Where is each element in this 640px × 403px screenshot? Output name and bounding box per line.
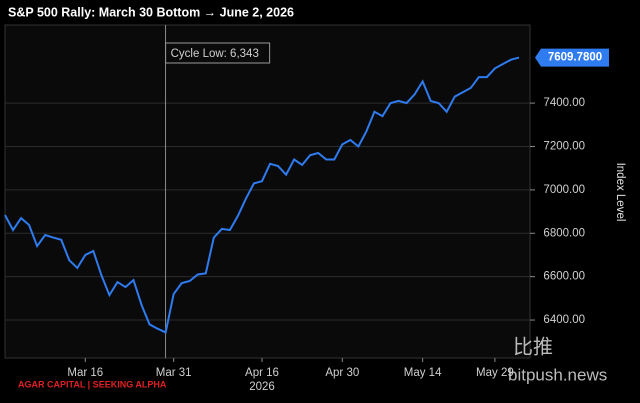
y-tick-label: 6400.00 (543, 314, 585, 326)
plot-area (4, 24, 531, 359)
y-tick-label: 6800.00 (543, 227, 585, 239)
y-tick-label: 6600.00 (543, 271, 585, 283)
year-label: 2026 (249, 381, 275, 393)
value-label: 7609.7800 (548, 52, 602, 64)
line (4, 56, 520, 334)
annotation-box (165, 42, 271, 64)
x-tick-label: Apr 16 (245, 367, 279, 379)
watermark-en: bitpush.news (508, 365, 607, 384)
value-label-box (535, 48, 609, 67)
x-tick-label: Apr 30 (325, 367, 359, 379)
watermark-cn: 比推 (513, 335, 553, 358)
x-tick-label: May 29 (476, 367, 514, 379)
x-tick-label: Mar 31 (156, 367, 192, 379)
chart-title: S&P 500 Rally: March 30 Bottom → June 2,… (8, 5, 294, 19)
y-axis-label: Index Level (614, 163, 626, 222)
annotation: Cycle Low: 6,343 (171, 48, 259, 60)
y-tick-label: 7200.00 (543, 141, 585, 153)
x-tick-label: May 14 (404, 367, 442, 379)
y-tick-label: 7000.00 (543, 184, 585, 196)
x-tick-label: Mar 16 (67, 367, 103, 379)
source: AGAR CAPITAL | SEEKING ALPHA (18, 379, 167, 389)
y-tick-label: 7400.00 (543, 97, 585, 109)
